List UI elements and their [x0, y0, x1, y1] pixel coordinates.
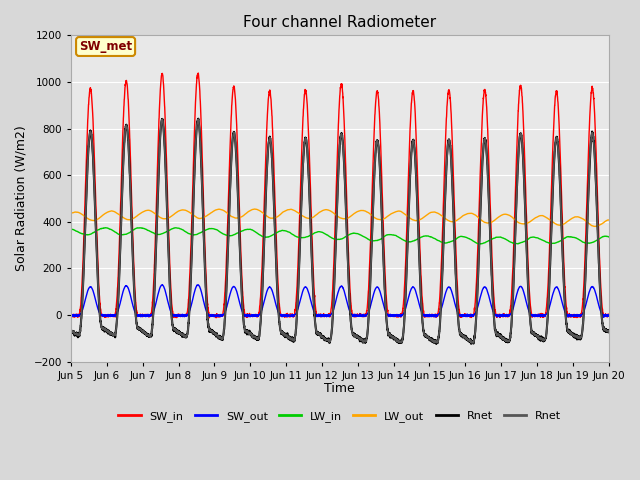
LW_out: [605, 217, 612, 223]
SW_in: [491, 308, 499, 314]
Rnet: [491, 325, 499, 331]
LW_in: [604, 234, 612, 240]
X-axis label: Time: Time: [324, 382, 355, 395]
Legend: SW_in, SW_out, LW_in, LW_out, Rnet, Rnet: SW_in, SW_out, LW_in, LW_out, Rnet, Rnet: [114, 407, 566, 426]
Rnet: [605, 329, 612, 335]
SW_in: [164, 195, 172, 201]
Rnet: [320, 336, 328, 341]
LW_in: [320, 230, 328, 236]
Rnet: [605, 329, 612, 335]
SW_out: [431, 313, 438, 319]
LW_out: [67, 210, 75, 216]
Text: SW_met: SW_met: [79, 40, 132, 53]
SW_out: [605, 313, 612, 319]
SW_out: [195, 282, 202, 288]
LW_out: [491, 217, 499, 223]
LW_out: [591, 224, 598, 229]
LW_out: [320, 207, 328, 213]
LW_out: [460, 212, 468, 218]
SW_out: [460, 312, 468, 318]
SW_in: [195, 70, 202, 76]
SW_out: [604, 312, 612, 317]
Y-axis label: Solar Radiation (W/m2): Solar Radiation (W/m2): [15, 126, 28, 271]
LW_in: [67, 227, 75, 232]
Line: SW_in: SW_in: [71, 73, 609, 318]
Rnet: [320, 335, 328, 341]
LW_out: [251, 206, 259, 212]
Rnet: [431, 338, 438, 344]
Line: SW_out: SW_out: [71, 285, 609, 317]
Rnet: [433, 341, 440, 347]
LW_in: [605, 234, 612, 240]
Rnet: [470, 340, 477, 346]
LW_in: [164, 228, 172, 234]
Line: Rnet: Rnet: [71, 120, 609, 343]
LW_in: [431, 236, 438, 241]
SW_out: [320, 312, 328, 318]
Title: Four channel Radiometer: Four channel Radiometer: [243, 15, 436, 30]
SW_out: [491, 312, 499, 317]
Line: LW_out: LW_out: [71, 209, 609, 227]
Rnet: [431, 337, 438, 343]
SW_in: [604, 312, 612, 317]
LW_in: [514, 241, 522, 247]
Rnet: [195, 117, 202, 122]
Rnet: [604, 329, 612, 335]
Rnet: [491, 326, 499, 332]
Rnet: [164, 223, 172, 228]
SW_in: [431, 312, 438, 318]
Rnet: [195, 116, 202, 121]
Rnet: [460, 334, 468, 340]
Rnet: [461, 333, 468, 339]
Rnet: [67, 328, 75, 334]
LW_in: [101, 225, 109, 230]
LW_out: [164, 216, 172, 221]
Rnet: [604, 328, 612, 334]
SW_in: [461, 312, 468, 318]
SW_in: [67, 312, 75, 318]
LW_out: [604, 217, 612, 223]
LW_in: [460, 234, 468, 240]
SW_in: [212, 315, 220, 321]
SW_out: [600, 314, 607, 320]
Line: LW_in: LW_in: [71, 228, 609, 244]
SW_in: [605, 313, 612, 319]
Rnet: [164, 223, 172, 228]
SW_out: [67, 313, 75, 319]
Line: Rnet: Rnet: [71, 119, 609, 344]
Rnet: [67, 328, 75, 334]
LW_out: [431, 209, 438, 215]
SW_out: [164, 298, 172, 303]
LW_in: [491, 235, 499, 241]
SW_in: [320, 313, 328, 319]
